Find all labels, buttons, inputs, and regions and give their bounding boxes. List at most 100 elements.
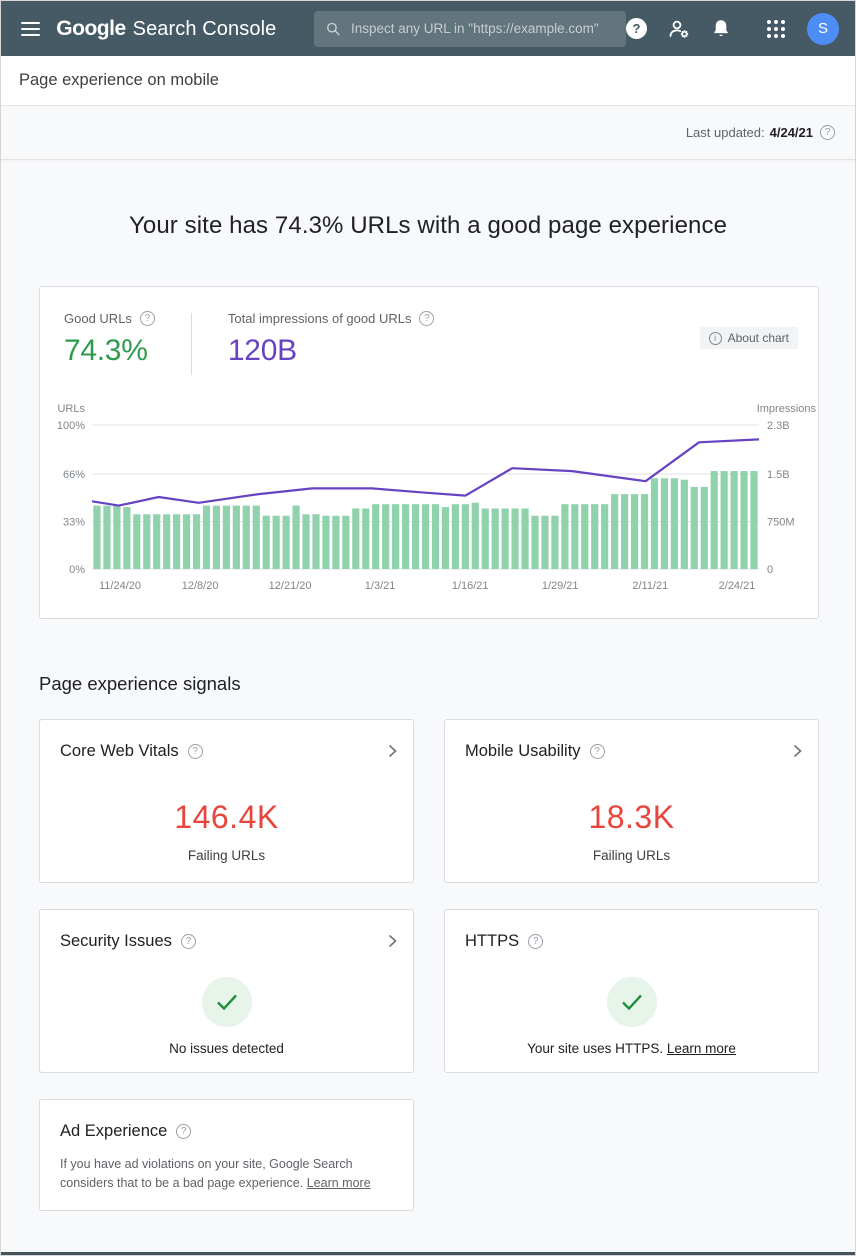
page-title: Your site has 74.3% URLs with a good pag…	[128, 212, 728, 239]
good-urls-bar	[242, 505, 250, 569]
good-urls-bar	[660, 478, 669, 569]
app-header: Google Search Console ?	[1, 1, 855, 56]
good-urls-bar	[133, 514, 141, 569]
question-help-icon[interactable]	[419, 311, 435, 326]
impressions-line	[91, 438, 760, 507]
left-axis-tick: 100%	[57, 420, 85, 432]
good-urls-bar	[740, 471, 748, 569]
search-input[interactable]	[350, 21, 614, 36]
good-urls-bar	[302, 514, 310, 569]
question-help-icon[interactable]	[176, 1124, 192, 1139]
x-axis-tick: 2/24/21	[719, 580, 756, 592]
mobile-usability-card[interactable]: Mobile Usability 18.3K Failing URLs	[444, 719, 819, 883]
good-urls-bar	[372, 504, 380, 569]
x-axis-tick: 12/21/20	[269, 580, 312, 592]
good-urls-bar	[690, 486, 698, 569]
help-icon[interactable]: ?	[626, 18, 647, 39]
good-urls-bar	[571, 504, 579, 569]
apps-grid-icon[interactable]	[767, 19, 785, 38]
right-axis-tick: 2.3B	[767, 420, 790, 432]
good-urls-bar	[163, 514, 171, 569]
security-issues-card[interactable]: Security Issues No issues detected	[39, 909, 414, 1073]
failing-urls-count: 18.3K	[588, 799, 675, 835]
page-experience-chart-card: Good URLs 74.3% Total impressions of goo…	[39, 286, 819, 619]
good-urls-bar	[123, 507, 131, 569]
url-inspect-searchbox[interactable]	[314, 10, 626, 47]
chevron-right-icon[interactable]	[388, 934, 397, 951]
question-help-icon[interactable]	[820, 125, 835, 140]
x-axis-tick: 1/29/21	[542, 580, 579, 592]
last-updated-bar: Last updated: 4/24/21	[1, 106, 855, 160]
left-axis-tick: 33%	[63, 516, 85, 528]
good-urls-bar	[382, 504, 390, 569]
good-urls-bar	[332, 515, 340, 569]
question-help-icon[interactable]	[139, 311, 155, 326]
good-urls-bar	[521, 508, 529, 569]
question-help-icon[interactable]	[589, 744, 605, 759]
question-help-icon[interactable]	[180, 934, 196, 949]
good-urls-bar	[451, 504, 459, 569]
good-urls-bar	[700, 486, 708, 569]
info-icon	[708, 331, 722, 345]
good-urls-bar	[680, 479, 688, 569]
good-urls-bar	[93, 505, 101, 569]
core-web-vitals-card[interactable]: Core Web Vitals 146.4K Failing URLs	[39, 719, 414, 883]
good-urls-bar	[670, 478, 678, 569]
good-urls-bar	[601, 504, 609, 569]
x-axis-tick: 1/3/21	[365, 580, 396, 592]
right-axis-tick: 750M	[767, 516, 795, 528]
good-urls-bar	[322, 515, 330, 569]
good-urls-bar	[272, 515, 280, 569]
left-axis-tick: 66%	[63, 469, 85, 481]
left-axis-tick: 0%	[69, 564, 85, 576]
good-urls-bar	[541, 515, 549, 569]
good-urls-bar	[630, 494, 639, 569]
chevron-right-icon[interactable]	[793, 744, 802, 761]
menu-icon[interactable]	[21, 21, 41, 36]
urls-impressions-chart[interactable]: URLs Impressions 100% 2.3B 66% 1.5B 33% 750M 0% 0…	[40, 397, 820, 602]
good-urls-bar	[591, 504, 599, 569]
good-urls-bar	[173, 514, 181, 569]
app-logo[interactable]: Google Search Console	[56, 17, 276, 41]
logo-google: Google	[56, 16, 126, 40]
security-status-text: No issues detected	[169, 1041, 284, 1056]
good-urls-bar	[252, 505, 260, 569]
last-updated-date: 4/24/21	[769, 125, 813, 140]
card-title: Ad Experience	[60, 1122, 168, 1140]
good-urls-bar	[282, 515, 290, 569]
failing-urls-count: 146.4K	[174, 799, 279, 835]
learn-more-link[interactable]: Learn more	[666, 1041, 736, 1056]
right-axis-tick: 0	[767, 564, 773, 576]
good-urls-bar	[471, 502, 479, 569]
learn-more-link[interactable]: Learn more	[306, 1176, 371, 1191]
good-urls-bar	[511, 508, 519, 569]
about-chart-button[interactable]: About chart	[699, 327, 798, 349]
ad-experience-card: Ad Experience If you have ad violations …	[39, 1099, 414, 1211]
good-urls-bar	[461, 504, 469, 569]
signals-heading: Page experience signals	[39, 673, 241, 694]
chevron-right-icon[interactable]	[388, 744, 397, 761]
good-urls-bar	[561, 504, 569, 569]
failing-urls-label: Failing URLs	[592, 848, 671, 863]
good-urls-bar	[491, 508, 499, 569]
good-urls-bar	[392, 504, 400, 569]
check-icon	[201, 977, 252, 1027]
notifications-bell-icon[interactable]	[711, 18, 731, 40]
metric-divider	[190, 313, 192, 375]
good-urls-bar	[192, 514, 201, 569]
left-axis-title: URLs	[57, 403, 85, 415]
good-urls-bar	[441, 507, 449, 569]
good-urls-bar	[212, 505, 221, 569]
account-avatar[interactable]: S	[807, 12, 839, 45]
manage-users-icon[interactable]	[667, 18, 691, 40]
https-card: HTTPS Your site uses HTTPS. Learn more	[444, 909, 819, 1073]
good-urls-value: 74.3%	[64, 334, 148, 367]
x-axis-tick: 12/8/20	[182, 580, 219, 592]
good-urls-bar	[352, 508, 360, 569]
question-help-icon[interactable]	[528, 934, 544, 949]
question-help-icon[interactable]	[187, 744, 203, 759]
right-axis-tick: 1.5B	[767, 469, 790, 481]
x-axis-tick: 11/24/20	[99, 580, 141, 592]
failing-urls-label: Failing URLs	[187, 848, 266, 863]
good-urls-bar	[143, 514, 151, 569]
